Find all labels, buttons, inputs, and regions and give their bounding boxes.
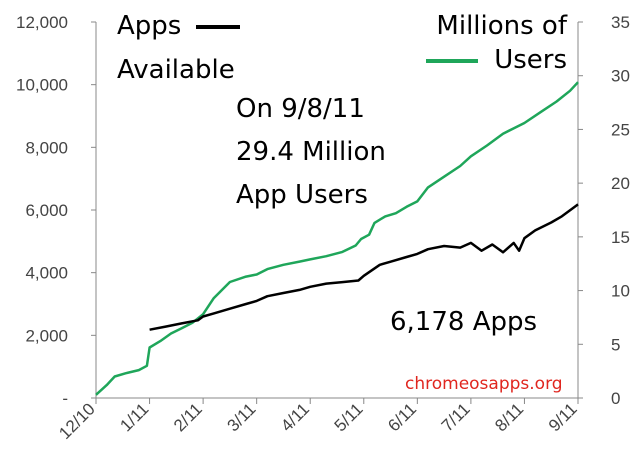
x-axis-ticks: 12/10 1/11 2/11 3/11 4/11 5/11 6/11 7/11 8/11 9/1… xyxy=(55,398,581,443)
note-app-users: App Users xyxy=(236,180,368,210)
credit-label: chromeosapps.org xyxy=(405,374,563,394)
right-axis-ticks: 0 5 10 15 20 25 30 35 xyxy=(578,13,630,408)
left-tick-label: - xyxy=(62,389,68,408)
left-tick-label: 8,000 xyxy=(25,138,68,157)
x-tick-label: 6/11 xyxy=(384,399,420,435)
left-tick-label: 6,000 xyxy=(25,201,68,220)
x-tick-label: 3/11 xyxy=(224,399,260,435)
x-tick-label: 7/11 xyxy=(438,399,474,435)
apps-legend-label: Apps xyxy=(117,11,181,41)
users-series-line xyxy=(95,81,579,396)
x-tick-label: 8/11 xyxy=(491,399,527,435)
x-tick-label: 4/11 xyxy=(277,399,313,435)
apps-legend-label-2: Available xyxy=(117,55,235,85)
x-tick-label: 2/11 xyxy=(170,399,206,435)
x-tick-label: 5/11 xyxy=(331,399,367,435)
right-tick-label: 35 xyxy=(611,13,630,32)
right-tick-label: 30 xyxy=(611,67,630,86)
apps-series-line xyxy=(149,203,579,331)
note-users-count: 29.4 Million xyxy=(236,137,386,167)
right-tick-label: 15 xyxy=(611,228,630,247)
left-tick-label: 2,000 xyxy=(25,326,68,345)
right-tick-label: 10 xyxy=(611,282,630,301)
left-tick-label: 10,000 xyxy=(16,76,68,95)
x-tick-label: 1/11 xyxy=(116,399,152,435)
note-date: On 9/8/11 xyxy=(236,94,365,124)
right-tick-label: 20 xyxy=(611,174,630,193)
users-legend-label: Millions of xyxy=(436,11,567,41)
x-tick-label: 9/11 xyxy=(545,399,581,435)
left-tick-label: 4,000 xyxy=(25,264,68,283)
right-tick-label: 5 xyxy=(611,335,620,354)
left-axis-ticks: - 2,000 4,000 6,000 8,000 10,000 12,000 xyxy=(16,13,96,408)
right-tick-label: 0 xyxy=(611,389,620,408)
users-legend-label-2: Users xyxy=(494,45,567,75)
right-tick-label: 25 xyxy=(611,120,630,139)
left-tick-label: 12,000 xyxy=(16,13,68,32)
apps-total-label: 6,178 Apps xyxy=(390,307,537,337)
